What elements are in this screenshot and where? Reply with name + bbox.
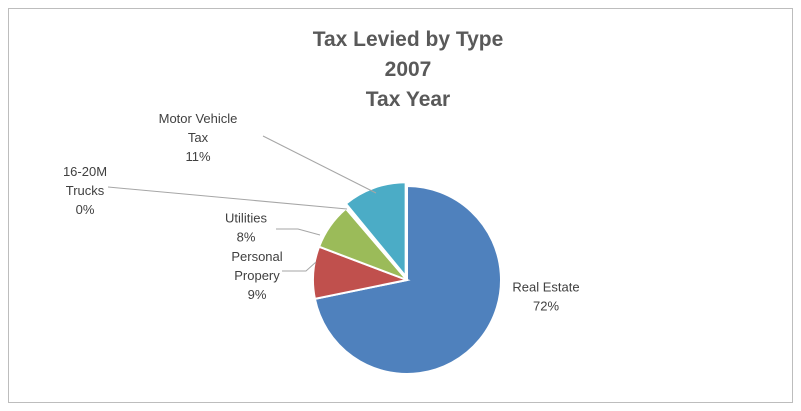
- leader-line-16-20m: [107, 186, 348, 210]
- data-label-real-estate-line-2: 72%: [533, 299, 559, 314]
- data-label-16-20m-line-2: Trucks: [66, 183, 105, 198]
- pie-slice-motor-vehicle: [344, 181, 407, 280]
- data-label-personal-line-3: 9%: [248, 287, 267, 302]
- leader-line-utilities: [276, 228, 321, 236]
- data-labels: Real Estate 72% Personal Propery 9% Utilities…: [63, 111, 580, 314]
- leader-lines: [107, 135, 377, 272]
- data-label-personal-line-1: Personal: [231, 249, 282, 264]
- chart-title: Tax Levied by Type 2007 Tax Year: [313, 28, 504, 111]
- data-label-16-20m-line-3: 0%: [76, 202, 95, 217]
- pie-slices: [312, 181, 502, 375]
- data-label-utilities-line-1: Utilities: [225, 211, 267, 226]
- pie-slice-16-20m: [341, 202, 406, 278]
- chart-title-line-2: 2007: [385, 58, 432, 81]
- leader-line-personal: [282, 261, 317, 272]
- data-label-16-20m-line-1: 16-20M: [63, 164, 107, 179]
- data-label-motor-vehicle-line-2: Tax: [188, 130, 209, 145]
- chart-title-line-3: Tax Year: [366, 88, 450, 111]
- chart-title-line-1: Tax Levied by Type: [313, 28, 504, 51]
- data-label-real-estate-line-1: Real Estate: [512, 280, 579, 295]
- data-label-personal-line-2: Propery: [234, 268, 280, 283]
- data-label-motor-vehicle-line-1: Motor Vehicle: [159, 111, 238, 126]
- data-label-utilities-line-2: 8%: [237, 230, 256, 245]
- leader-line-motor-vehicle: [262, 135, 377, 194]
- data-label-motor-vehicle-line-3: 11%: [185, 149, 210, 164]
